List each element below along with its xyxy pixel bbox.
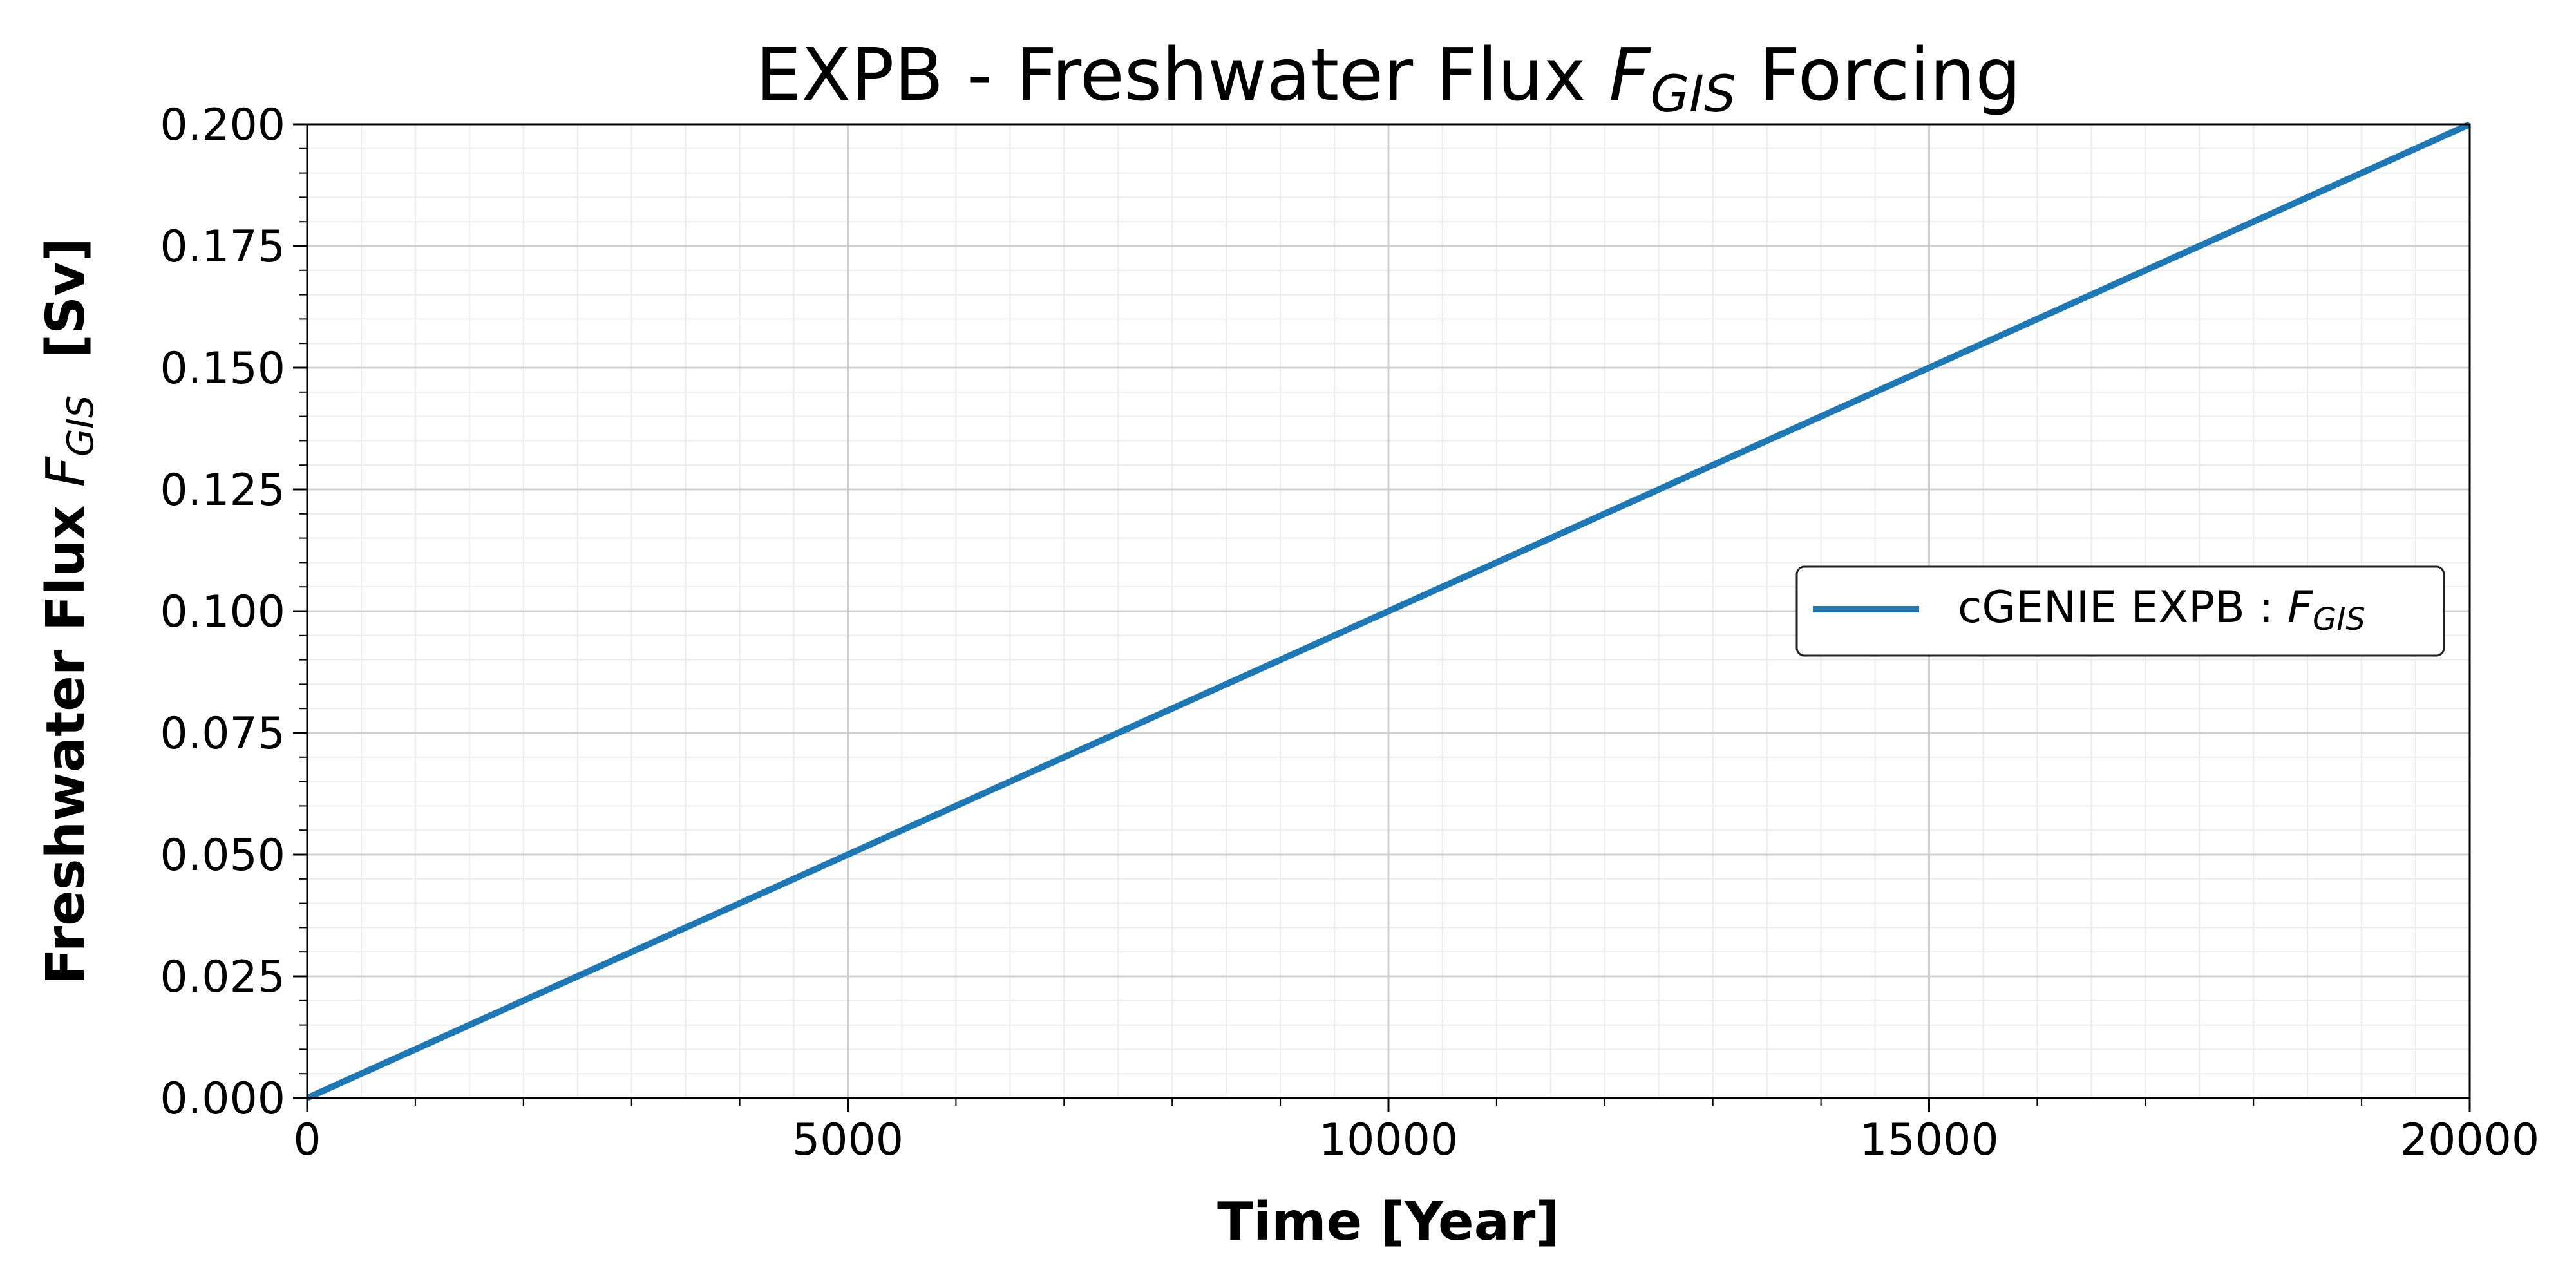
legend-box [1795, 565, 2445, 657]
y-tick-label: 0.100 [160, 587, 285, 638]
chart-title-suffix: Forcing [1736, 33, 2022, 117]
x-tick-label: 0 [293, 1115, 321, 1166]
legend-label-prefix: cGENIE EXPB : [1958, 582, 2287, 633]
y-axis-title-symbol: F [35, 455, 97, 487]
ticks: 0 5000 10000 15000 20000 0.000 0.025 0.050 0.075… [160, 100, 2539, 1166]
chart-title-subscript: GIS [1651, 66, 1736, 124]
chart-title: EXPB - Freshwater Flux FGIS Forcing [755, 33, 2021, 124]
y-axis-title: Freshwater Flux FGIS [Sv] [35, 238, 102, 985]
y-axis-title-suffix: [Sv] [35, 238, 97, 395]
y-tick-label: 0.050 [160, 830, 285, 881]
x-tick-label: 15000 [1859, 1115, 1998, 1166]
y-tick-label: 0.025 [160, 952, 285, 1003]
y-tick-label: 0.200 [160, 100, 285, 151]
series-layer [305, 121, 2472, 1101]
legend-label: cGENIE EXPB : FGIS [1958, 582, 2365, 638]
y-axis-title-prefix: Freshwater Flux [35, 487, 97, 985]
y-tick-label: 0.125 [160, 465, 285, 516]
x-axis-title: Time [Year] [1217, 1191, 1560, 1253]
legend-label-symbol: F [2287, 582, 2313, 633]
y-tick-label: 0.075 [160, 708, 285, 759]
chart-title-symbol: F [1609, 33, 1651, 117]
y-tick-label: 0.175 [160, 222, 285, 272]
legend-label-subscript: GIS [2313, 601, 2365, 638]
y-axis-title-subscript: GIS [60, 395, 102, 457]
x-tick-label: 10000 [1319, 1115, 1458, 1166]
y-tick-label: 0.150 [160, 343, 285, 394]
chart-title-prefix: EXPB - Freshwater Flux [755, 33, 1609, 117]
x-tick-label: 5000 [792, 1115, 904, 1166]
series-line [305, 121, 2472, 1101]
x-tick-label: 20000 [2400, 1115, 2539, 1166]
legend: cGENIE EXPB : FGIS [1795, 565, 2445, 657]
y-tick-label: 0.000 [160, 1074, 285, 1124]
